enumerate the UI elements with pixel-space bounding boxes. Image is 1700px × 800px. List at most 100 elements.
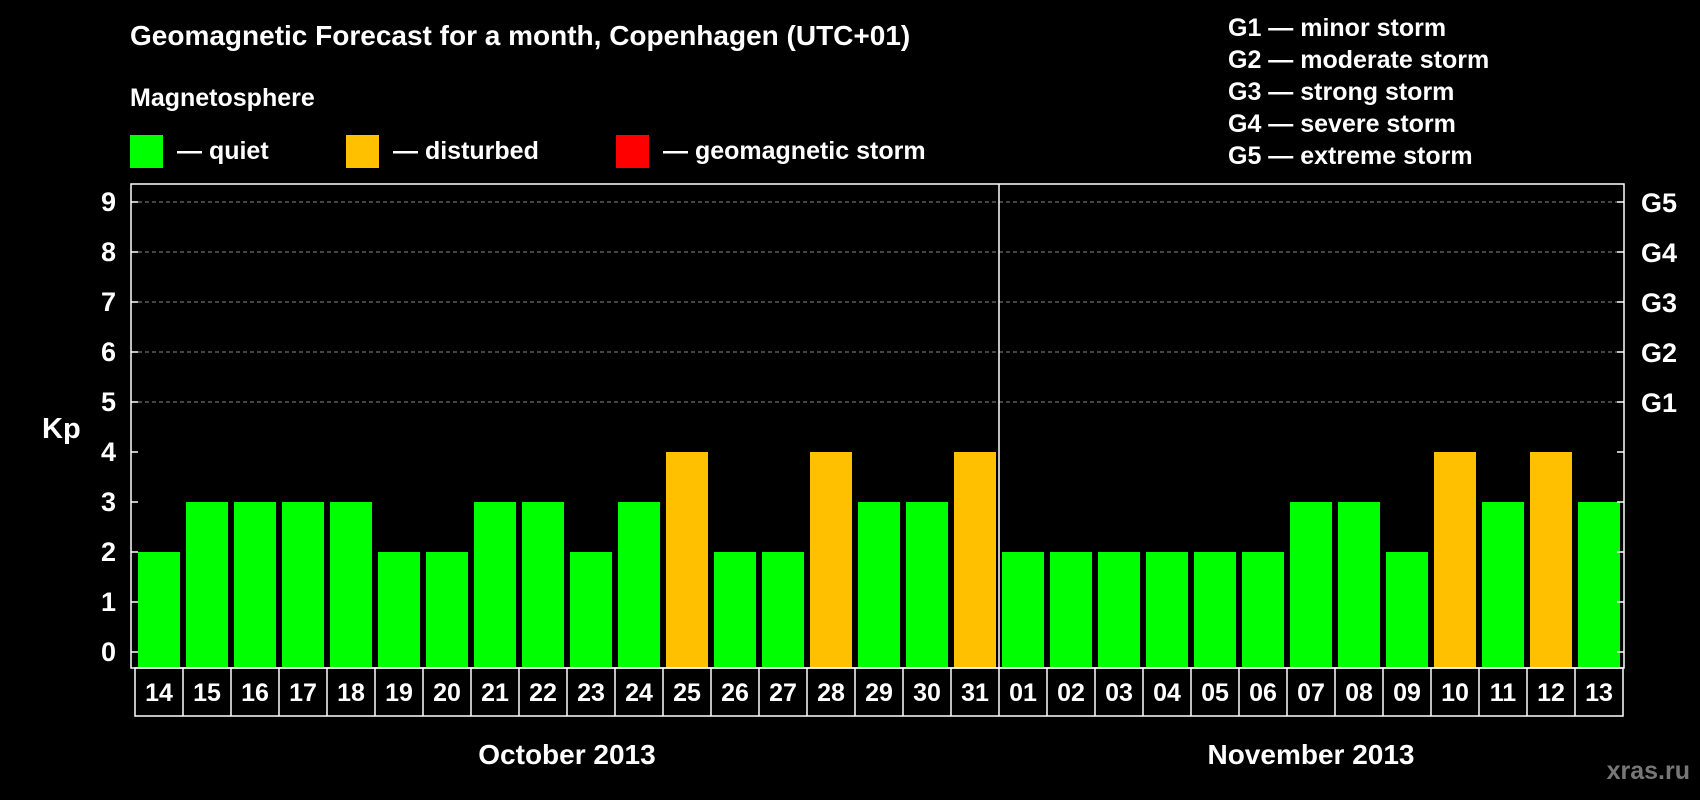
- bar: [906, 502, 948, 668]
- x-tick-label: 12: [1537, 679, 1565, 707]
- bar: [1002, 552, 1044, 668]
- x-tick-label: 28: [817, 679, 845, 707]
- bar: [618, 502, 660, 668]
- legend-label-disturbed: — disturbed: [393, 136, 539, 165]
- bar: [714, 552, 756, 668]
- bar: [426, 552, 468, 668]
- storm-scale-g4: G4 — severe storm: [1228, 110, 1456, 138]
- legend-label-quiet: — quiet: [177, 136, 269, 165]
- bar: [1578, 502, 1620, 668]
- x-tick-label: 30: [913, 679, 941, 707]
- y-tick-label: 2: [101, 537, 116, 567]
- bar: [810, 452, 852, 668]
- x-tick-label: 10: [1441, 679, 1469, 707]
- x-tick-label: 17: [289, 679, 317, 707]
- bar: [522, 502, 564, 668]
- y-tick-label: 9: [101, 187, 116, 217]
- x-tick-label: 09: [1393, 679, 1421, 707]
- bar: [1482, 502, 1524, 668]
- x-tick-label: 16: [241, 679, 269, 707]
- month-label: October 2013: [478, 739, 655, 770]
- y-tick-label: 0: [101, 637, 116, 667]
- storm-scale-g5: G5 — extreme storm: [1228, 142, 1473, 170]
- y-tick-label: 8: [101, 237, 116, 267]
- bar: [1146, 552, 1188, 668]
- bar: [666, 452, 708, 668]
- y-axis-label: Kp: [42, 413, 81, 445]
- legend-swatch-storm: [616, 134, 649, 168]
- y-tick-label: 3: [101, 487, 116, 517]
- bar: [1386, 552, 1428, 668]
- y-tick-label: 6: [101, 337, 116, 367]
- x-tick-label: 08: [1345, 679, 1373, 707]
- x-tick-label: 07: [1297, 679, 1325, 707]
- bar: [1098, 552, 1140, 668]
- x-tick-label: 18: [337, 679, 365, 707]
- bar: [378, 552, 420, 668]
- bar: [762, 552, 804, 668]
- bar: [1338, 502, 1380, 668]
- x-tick-label: 03: [1105, 679, 1133, 707]
- x-tick-label: 01: [1009, 679, 1037, 707]
- legend-item-disturbed: — disturbed: [346, 134, 539, 168]
- x-tick-label: 05: [1201, 679, 1229, 707]
- x-tick-label: 23: [577, 679, 605, 707]
- storm-level-label: G4: [1641, 238, 1677, 268]
- x-tick-label: 06: [1249, 679, 1277, 707]
- bar: [234, 502, 276, 668]
- x-tick-label: 25: [673, 679, 701, 707]
- legend-item-quiet: — quiet: [130, 134, 269, 168]
- x-tick-label: 29: [865, 679, 893, 707]
- legend-swatch-disturbed: [346, 134, 379, 168]
- x-tick-label: 27: [769, 679, 797, 707]
- storm-level-label: G3: [1641, 288, 1677, 318]
- x-tick-label: 13: [1585, 679, 1613, 707]
- watermark: xras.ru: [1606, 757, 1690, 785]
- bar: [954, 452, 996, 668]
- bar: [1242, 552, 1284, 668]
- x-tick-label: 22: [529, 679, 557, 707]
- storm-level-label: G2: [1641, 338, 1677, 368]
- storm-scale-g3: G3 — strong storm: [1228, 78, 1455, 106]
- bar: [570, 552, 612, 668]
- bar: [330, 502, 372, 668]
- x-tick-label: 02: [1057, 679, 1085, 707]
- x-tick-label: 04: [1153, 679, 1181, 707]
- bar: [1290, 502, 1332, 668]
- x-tick-label: 11: [1490, 679, 1517, 707]
- x-tick-label: 31: [961, 679, 989, 707]
- storm-scale-g2: G2 — moderate storm: [1228, 46, 1490, 74]
- bar: [1194, 552, 1236, 668]
- month-label: November 2013: [1207, 739, 1414, 770]
- y-tick-label: 5: [101, 387, 116, 417]
- bar: [1530, 452, 1572, 668]
- bar: [1434, 452, 1476, 668]
- storm-level-label: G1: [1641, 388, 1677, 418]
- x-tick-label: 24: [625, 679, 653, 707]
- x-tick-label: 14: [145, 679, 173, 707]
- x-tick-label: 15: [193, 679, 221, 707]
- chart-title: Geomagnetic Forecast for a month, Copenh…: [130, 20, 911, 51]
- legend-swatch-quiet: [130, 134, 163, 168]
- y-tick-label: 4: [101, 437, 116, 467]
- bar: [858, 502, 900, 668]
- storm-scale-g1: G1 — minor storm: [1228, 14, 1447, 42]
- storm-level-label: G5: [1641, 188, 1677, 218]
- bar: [1050, 552, 1092, 668]
- bar: [186, 502, 228, 668]
- x-tick-label: 21: [481, 679, 509, 707]
- legend-label-storm: — geomagnetic storm: [663, 136, 926, 165]
- bar: [282, 502, 324, 668]
- storm-scale-legend: G1 — minor storm G2 — moderate storm G3 …: [1228, 12, 1489, 172]
- legend-subtitle: Magnetosphere: [130, 84, 315, 112]
- x-tick-label: 19: [385, 679, 413, 707]
- y-tick-label: 7: [101, 287, 116, 317]
- date-row: [134, 667, 1624, 717]
- y-tick-label: 1: [101, 587, 116, 617]
- bar: [138, 552, 180, 668]
- legend-item-storm: — geomagnetic storm: [616, 134, 926, 168]
- x-tick-label: 20: [433, 679, 461, 707]
- x-tick-label: 26: [721, 679, 749, 707]
- bar: [474, 502, 516, 668]
